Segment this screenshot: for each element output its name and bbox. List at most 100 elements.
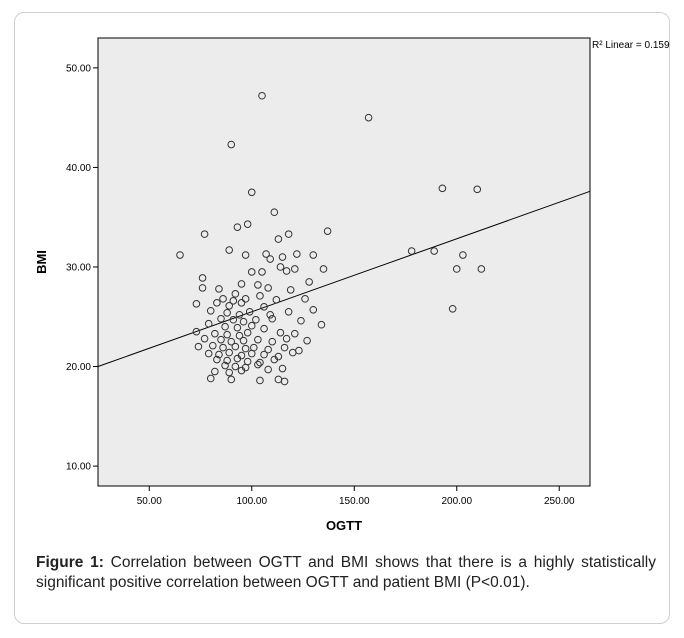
data-point <box>211 329 219 338</box>
data-point <box>323 227 332 235</box>
caption-text: Correlation between OGTT and BMI shows t… <box>36 554 656 591</box>
data-point <box>217 314 225 323</box>
data-point <box>254 360 262 369</box>
data-point <box>239 336 248 345</box>
data-point <box>256 358 264 367</box>
data-point <box>233 323 242 332</box>
data-point <box>288 348 297 357</box>
data-point <box>192 300 201 308</box>
data-point <box>247 349 256 358</box>
data-point <box>278 364 287 373</box>
data-point <box>317 320 326 329</box>
data-point <box>237 280 246 288</box>
data-point <box>206 374 215 383</box>
data-point <box>227 337 236 346</box>
data-point <box>266 255 275 263</box>
data-point <box>293 250 301 258</box>
data-point <box>245 307 254 316</box>
data-point <box>213 355 221 364</box>
caption-label: Figure 1: <box>36 554 104 571</box>
data-point <box>262 250 270 258</box>
data-point <box>221 322 229 331</box>
data-point <box>243 328 252 337</box>
y-axis-label: BMI <box>34 250 49 274</box>
data-point <box>278 253 287 261</box>
data-point <box>229 297 238 305</box>
data-point <box>229 315 238 324</box>
data-point <box>256 292 264 300</box>
data-point <box>319 265 328 273</box>
data-point <box>303 336 311 345</box>
data-point <box>206 306 215 315</box>
data-point <box>176 251 184 259</box>
data-point <box>235 331 244 340</box>
x-tick-label: 50.00 <box>137 496 162 507</box>
data-point <box>268 314 277 323</box>
y-tick-label: 50.00 <box>66 63 91 74</box>
data-point <box>268 337 277 346</box>
data-point <box>231 342 240 351</box>
x-tick-label: 150.00 <box>339 496 370 507</box>
data-point <box>264 345 272 354</box>
data-point <box>200 334 209 343</box>
data-point <box>247 188 256 197</box>
data-point <box>235 310 244 319</box>
data-point <box>430 247 439 255</box>
data-point <box>219 343 227 352</box>
scatter-chart: 10.00 20.00 30.00 40.00 50.00 50.00 100.00 150.… <box>34 37 670 533</box>
data-point <box>204 349 213 358</box>
data-point <box>256 376 264 385</box>
fit-label: R² Linear = 0.159 <box>592 40 670 51</box>
data-point <box>282 267 291 275</box>
data-point <box>254 335 262 344</box>
x-tick-label: 200.00 <box>441 496 472 507</box>
y-tick-label: 30.00 <box>66 262 91 273</box>
data-point <box>243 220 252 228</box>
data-point <box>215 285 223 293</box>
data-point <box>241 251 250 259</box>
data-point <box>215 350 223 359</box>
data-point <box>231 362 240 371</box>
data-point <box>459 251 467 259</box>
data-point <box>217 335 225 344</box>
data-points <box>176 91 486 386</box>
data-point <box>225 368 233 377</box>
data-point <box>221 361 229 370</box>
axis-ticks: 10.00 20.00 30.00 40.00 50.00 50.00 100.00 150.… <box>66 63 575 507</box>
data-point <box>270 208 279 217</box>
data-point <box>260 303 268 311</box>
data-point <box>233 223 242 231</box>
x-axis-label: OGTT <box>326 518 362 533</box>
data-point <box>223 308 231 317</box>
data-point <box>452 265 461 273</box>
data-point <box>282 334 291 343</box>
data-point <box>280 343 289 352</box>
data-point <box>231 290 240 298</box>
data-point <box>198 274 207 282</box>
y-tick-label: 20.00 <box>66 362 91 373</box>
data-point <box>284 307 293 316</box>
data-point <box>247 321 256 330</box>
data-point <box>309 305 318 314</box>
data-point <box>239 317 248 326</box>
fit-line <box>97 190 591 368</box>
x-tick-label: 250.00 <box>544 496 575 507</box>
data-point <box>477 265 486 273</box>
data-point <box>198 284 207 292</box>
data-point <box>233 354 242 363</box>
data-point <box>448 304 457 313</box>
data-point <box>194 342 203 351</box>
data-point <box>209 341 217 350</box>
data-point <box>227 375 236 384</box>
data-point <box>241 295 250 303</box>
data-point <box>237 299 246 307</box>
data-point <box>227 140 236 149</box>
data-point <box>266 310 275 319</box>
data-point <box>309 251 318 259</box>
data-point <box>200 230 209 238</box>
data-point <box>284 230 293 238</box>
data-point <box>213 299 221 307</box>
data-point <box>276 263 285 271</box>
data-point <box>219 295 227 303</box>
data-point <box>301 295 309 303</box>
